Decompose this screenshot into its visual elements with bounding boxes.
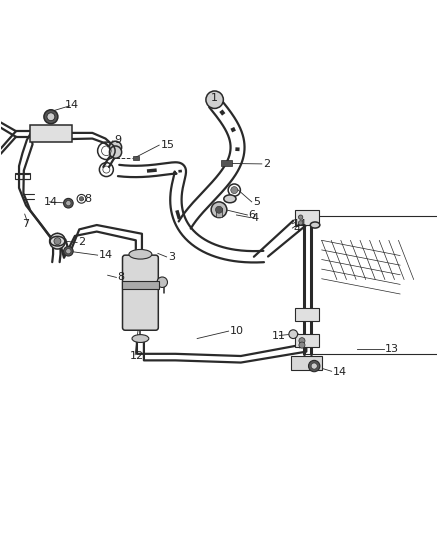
Text: 11: 11	[272, 332, 286, 341]
Circle shape	[44, 110, 58, 124]
Text: 4: 4	[293, 224, 301, 235]
Circle shape	[298, 221, 303, 225]
Text: 10: 10	[230, 326, 244, 336]
Text: 9: 9	[114, 135, 121, 145]
Bar	[133, 156, 139, 160]
Ellipse shape	[129, 249, 152, 259]
Bar	[30, 125, 72, 142]
Circle shape	[66, 200, 71, 206]
Circle shape	[64, 198, 73, 208]
Text: 1: 1	[211, 93, 218, 103]
Text: 13: 13	[385, 344, 399, 354]
Circle shape	[110, 146, 122, 158]
Circle shape	[289, 330, 297, 338]
Text: 14: 14	[332, 367, 346, 377]
Bar	[221, 160, 232, 166]
Text: 7: 7	[21, 219, 29, 229]
Ellipse shape	[310, 222, 320, 228]
Bar	[215, 208, 223, 217]
FancyBboxPatch shape	[123, 255, 158, 330]
Circle shape	[299, 338, 305, 344]
Circle shape	[211, 202, 227, 217]
Text: 8: 8	[84, 194, 91, 204]
Circle shape	[206, 91, 223, 108]
Circle shape	[231, 187, 238, 193]
Circle shape	[47, 113, 55, 120]
Circle shape	[64, 246, 73, 256]
Circle shape	[308, 360, 320, 372]
Bar	[15, 173, 29, 179]
Circle shape	[49, 233, 65, 249]
Ellipse shape	[132, 335, 149, 343]
Circle shape	[299, 342, 305, 348]
Circle shape	[215, 206, 223, 213]
Text: 6: 6	[249, 210, 256, 220]
Ellipse shape	[224, 195, 236, 203]
Circle shape	[54, 238, 61, 245]
Text: 14: 14	[99, 250, 113, 260]
Text: 4: 4	[252, 213, 259, 223]
Text: 5: 5	[253, 197, 260, 207]
Circle shape	[157, 277, 167, 287]
Text: 2: 2	[263, 159, 270, 169]
Bar	[295, 334, 319, 348]
Circle shape	[110, 141, 122, 154]
Text: 12: 12	[130, 351, 144, 360]
Bar	[291, 356, 321, 370]
Text: 14: 14	[65, 100, 79, 110]
Circle shape	[79, 197, 84, 201]
Circle shape	[66, 248, 71, 254]
Bar	[295, 210, 319, 225]
Text: 14: 14	[293, 219, 307, 229]
Text: 15: 15	[160, 140, 174, 150]
Text: 2: 2	[78, 238, 85, 247]
Text: 3: 3	[168, 252, 175, 262]
Text: 14: 14	[43, 197, 58, 207]
Bar	[295, 308, 319, 321]
Bar	[122, 281, 159, 289]
Circle shape	[298, 215, 303, 220]
Text: 8: 8	[118, 272, 125, 282]
Circle shape	[311, 363, 317, 369]
